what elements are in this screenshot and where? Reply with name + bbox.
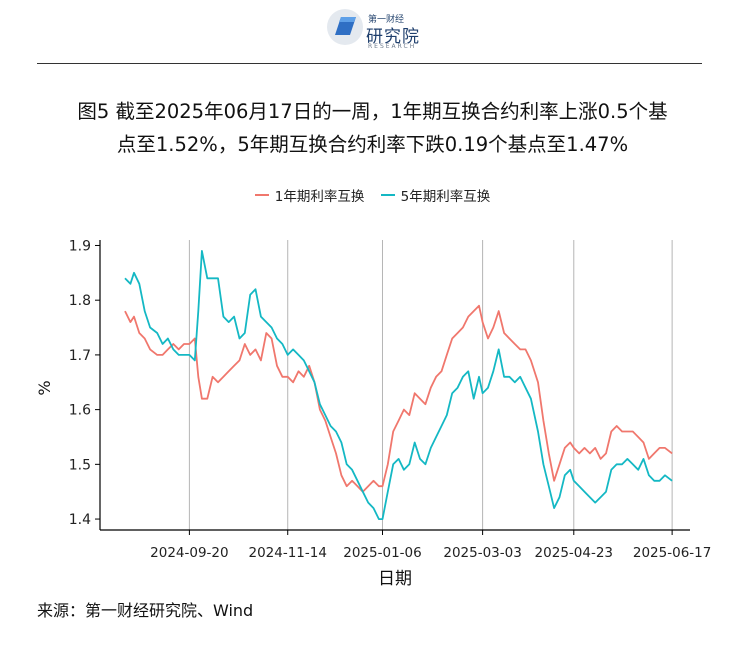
chart-title-line-1: 图5 截至2025年06月17日的一周，1年期互换合约利率上涨0.5个基 <box>77 100 668 123</box>
y-tick-label: 1.8 <box>69 293 91 309</box>
y-tick-label: 1.9 <box>69 238 91 254</box>
chart-title-line-2: 点至1.52%，5年期互换合约利率下跌0.19个基点至1.47% <box>116 133 629 156</box>
logo-small-text: 第一财经 <box>368 15 405 25</box>
x-tick-label: 2025-06-17 <box>633 545 711 561</box>
research-logo-icon <box>327 9 363 45</box>
series-line-1y <box>124 304 673 493</box>
x-tick-label: 2025-01-06 <box>343 545 421 561</box>
chart-legend: 1年期利率互换 5年期利率互换 <box>0 184 745 205</box>
legend-swatch-5y <box>380 194 395 196</box>
x-axis-label: 日期 <box>378 569 412 589</box>
y-tick-label: 1.4 <box>69 512 91 528</box>
y-axis-label: % <box>35 380 54 395</box>
y-tick-label: 1.5 <box>69 457 91 473</box>
header-divider <box>37 63 702 64</box>
logo-main-text: 研究院 <box>366 27 420 47</box>
legend-label-1y: 1年期利率互换 <box>274 189 365 205</box>
line-chart: 1.41.51.61.71.81.9 2024-09-20 2024-11-14 2… <box>35 238 711 589</box>
series-line-5y <box>124 250 673 520</box>
chart-axes <box>99 240 690 531</box>
x-tick-label: 2025-03-03 <box>443 545 521 561</box>
legend-item-5y: 5年期利率互换 <box>380 185 491 205</box>
x-axis-ticks: 2024-09-20 2024-11-14 2025-01-06 2025-03-03… <box>150 530 711 561</box>
legend-label-5y: 5年期利率互换 <box>400 189 491 205</box>
x-tick-label: 2024-09-20 <box>150 545 228 561</box>
y-tick-label: 1.7 <box>69 348 91 364</box>
source-note: 来源：第一财经研究院、Wind <box>37 601 254 620</box>
logo-sub-text: RESEARCH <box>368 43 417 50</box>
y-tick-label: 1.6 <box>69 403 91 419</box>
y-axis-ticks: 1.4 1.5 1.6 1.7 1.8 1.9 <box>69 238 100 528</box>
legend-item-1y: 1年期利率互换 <box>254 185 365 205</box>
x-tick-label: 2024-11-14 <box>248 545 326 561</box>
legend-swatch-1y <box>254 194 269 196</box>
x-tick-label: 2025-04-23 <box>535 545 613 561</box>
logo: 第一财经 研究院 RESEARCH <box>322 6 432 52</box>
series-lines <box>124 250 673 520</box>
vertical-gridlines <box>188 240 673 530</box>
chart-title: 图5 截至2025年06月17日的一周，1年期互换合约利率上涨0.5个基 点至1… <box>0 95 745 161</box>
